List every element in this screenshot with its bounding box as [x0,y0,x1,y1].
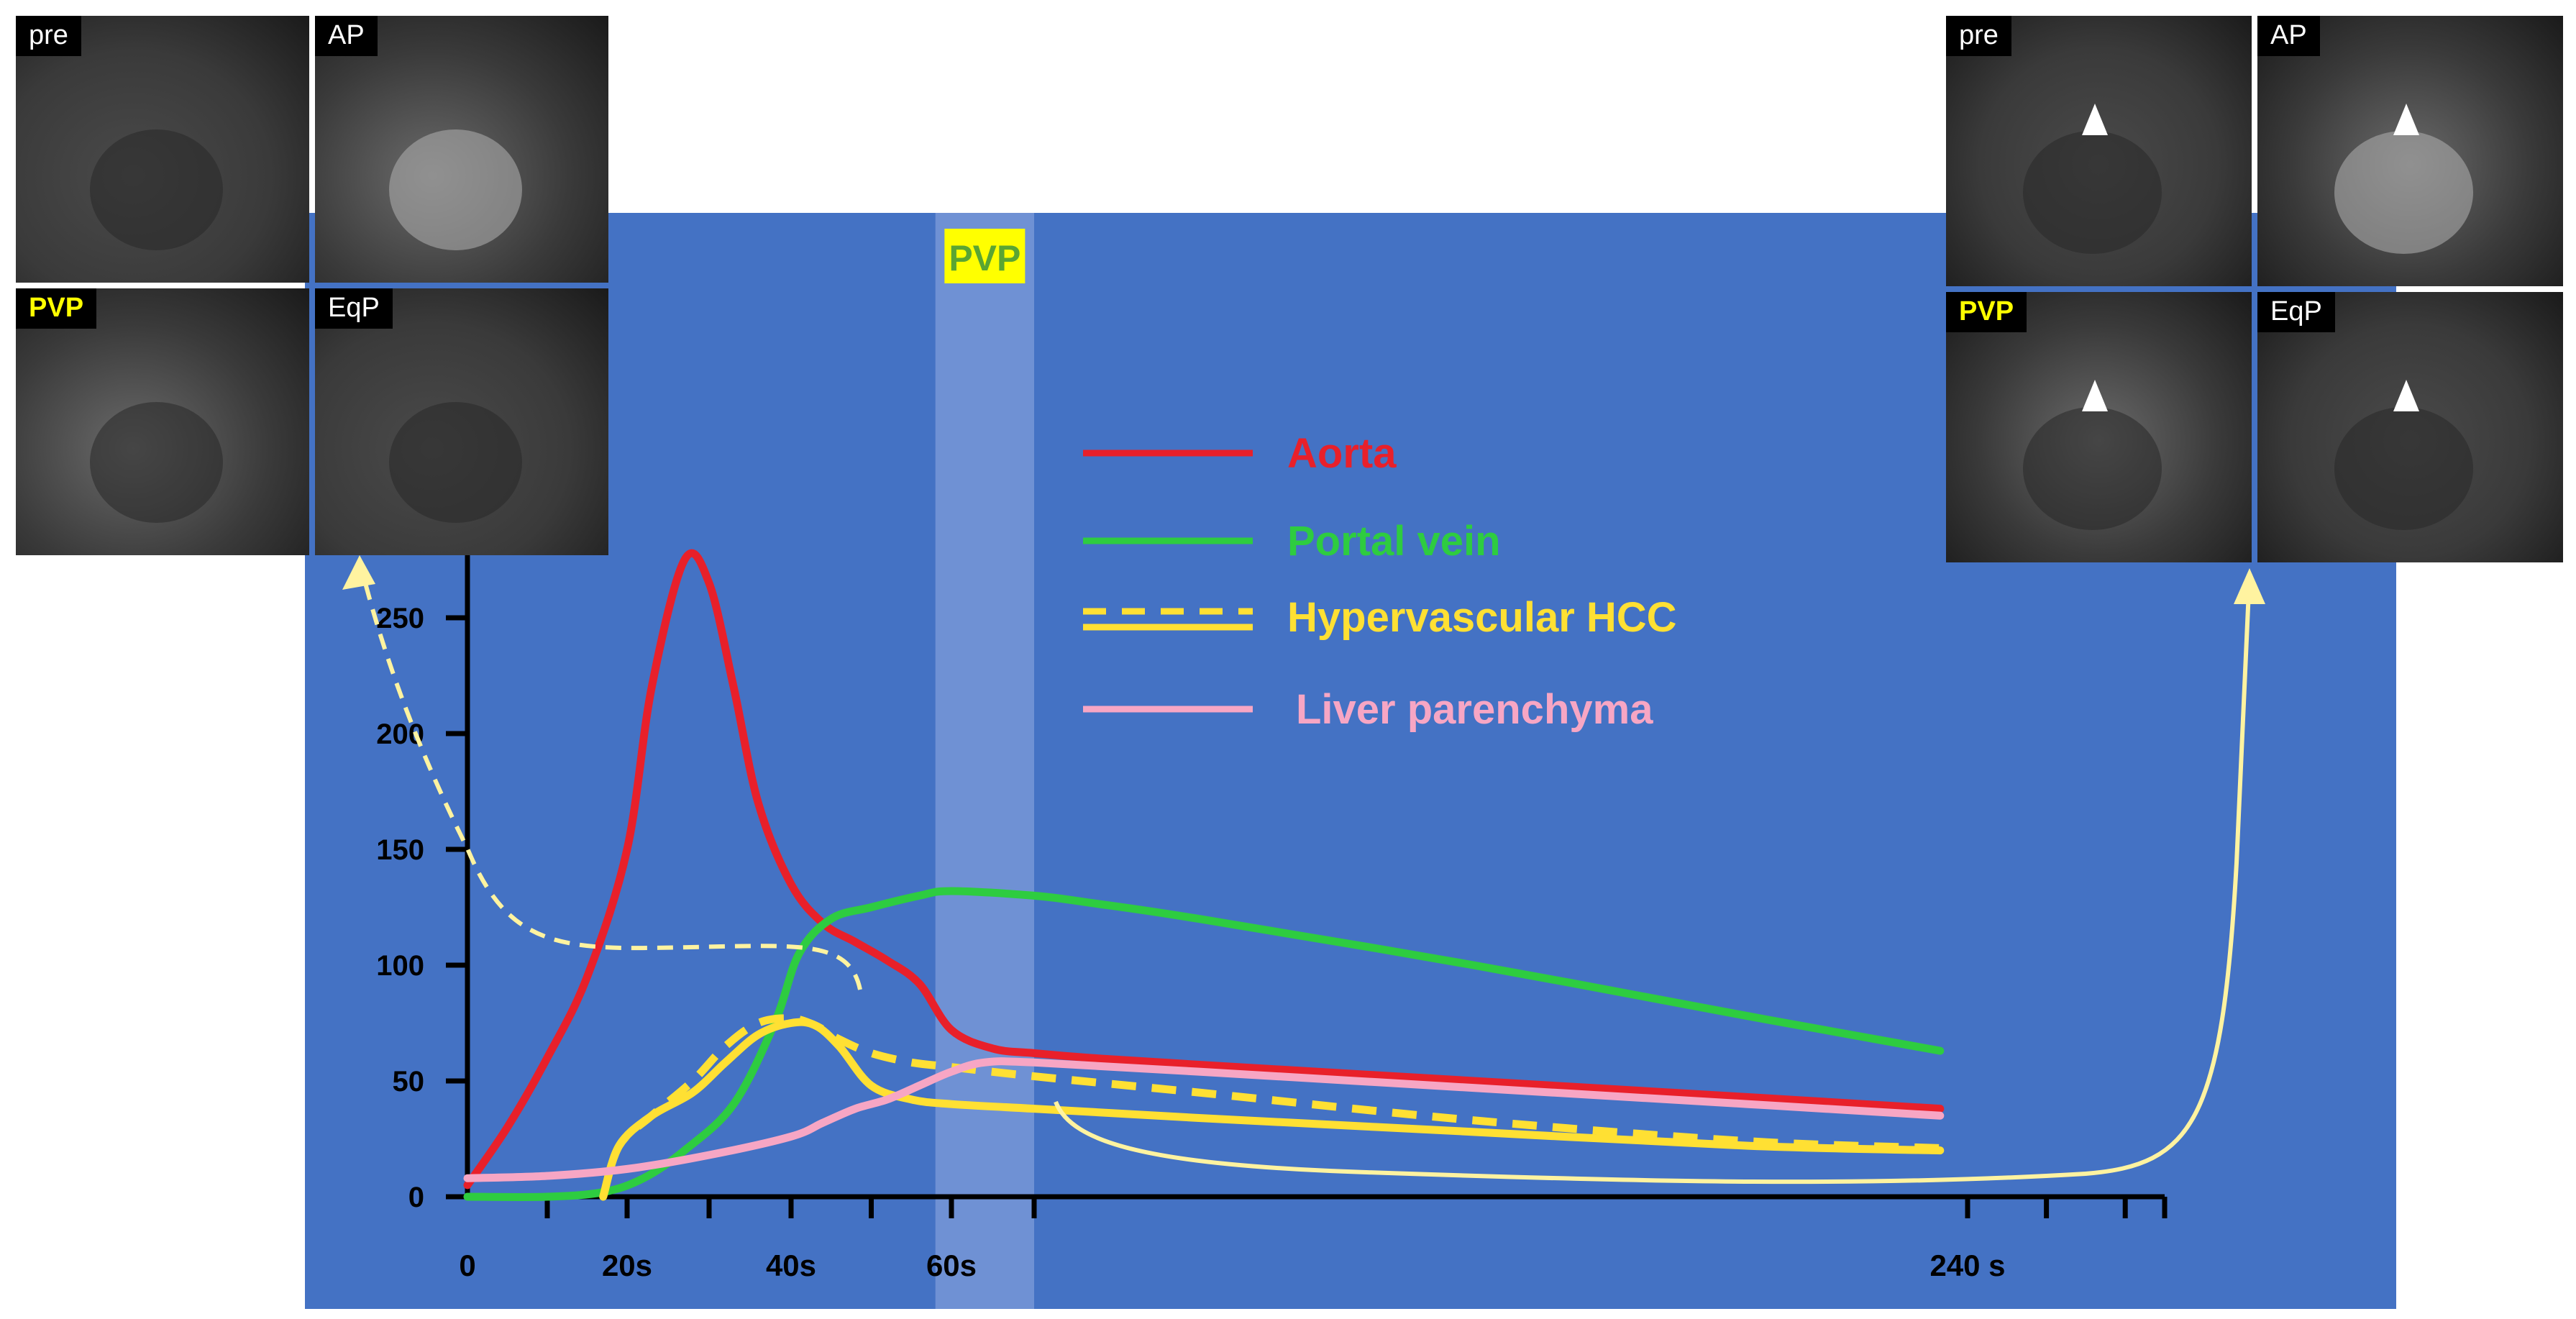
ct-panel-label: AP [2257,16,2320,56]
ct-lesion [90,129,224,251]
ct-panel-label: AP [315,16,378,56]
x-tick-label: 60s [926,1249,977,1282]
ct-panel-label: EqP [2257,292,2335,332]
pvp-phase-band [935,213,1034,1309]
series-line-hypervascular-hcc [599,1018,1945,1201]
lesion-arrowhead-icon [2081,379,2108,411]
series-line-liver-parenchyma [463,1057,1945,1182]
ct-lesion [90,401,224,524]
legend-label-liver-parenchyma: Liver parenchyma [1296,686,1653,733]
ct-panel-eqp: EqP [315,288,608,555]
annotation-arrows [342,555,2265,1185]
x-tick-label: 40s [766,1249,816,1282]
pvp-phase-label-text: PVP [949,238,1020,278]
ct-panel-label: PVP [16,288,97,329]
ct-lesion [2334,406,2474,530]
ct-lesion [2334,130,2474,254]
y-tick-label: 50 [393,1066,425,1097]
ct-panel-label: pre [16,16,81,56]
ct-panel-label: pre [1946,16,2011,56]
arrow-head-left [342,555,375,590]
x-tick-label: 240 s [1929,1249,2005,1282]
ct-lesion [389,401,523,524]
ct-panel-pvp: PVP [16,288,309,555]
series-line-aorta [463,549,1945,1190]
series-line-portal-vein [463,887,1945,1201]
legend-label-portal-vein: Portal vein [1287,518,1501,565]
arrow-to-left-ct [357,560,862,990]
ct-lesion [389,129,523,251]
ct-panel-label: EqP [315,288,393,329]
legend-label-hypervascular-hcc: Hypervascular HCC [1287,594,1677,641]
lesion-arrowhead-icon [2393,103,2419,135]
ct-panel-pre: pre [1946,16,2252,286]
y-tick-label: 150 [376,834,424,866]
y-tick-label: 100 [376,950,424,982]
ct-panel-label: PVP [1946,292,2027,332]
ct-panel-pvp: PVP [1946,292,2252,562]
arrow-to-right-ct [1054,575,2252,1185]
ct-lesion [2023,130,2162,254]
series-lines [463,549,1945,1201]
lesion-arrowhead-icon [2081,103,2108,135]
ct-lesion [2023,406,2162,530]
ct-panel-eqp: EqP [2257,292,2563,562]
arrow-head-right [2234,568,2265,604]
lesion-arrowhead-icon [2393,379,2419,411]
ct-panel-ap: AP [315,16,608,283]
pvp-phase-label: PVP [944,229,1026,283]
y-tick-label: 250 [376,603,424,634]
legend-label-aorta: Aorta [1287,430,1397,477]
ct-image-group-left: pre AP PVP EqP [16,16,608,555]
ct-panel-ap: AP [2257,16,2563,286]
legend: Aorta Portal vein Hypervascular HCC Liver p… [1083,430,1677,733]
y-tick-label: 0 [408,1182,424,1213]
x-tick-label: 20s [602,1249,652,1282]
ct-image-group-right: pre AP PVP EqP [1946,16,2563,562]
x-tick-label: 0 [459,1249,475,1282]
ct-panel-pre: pre [16,16,309,283]
